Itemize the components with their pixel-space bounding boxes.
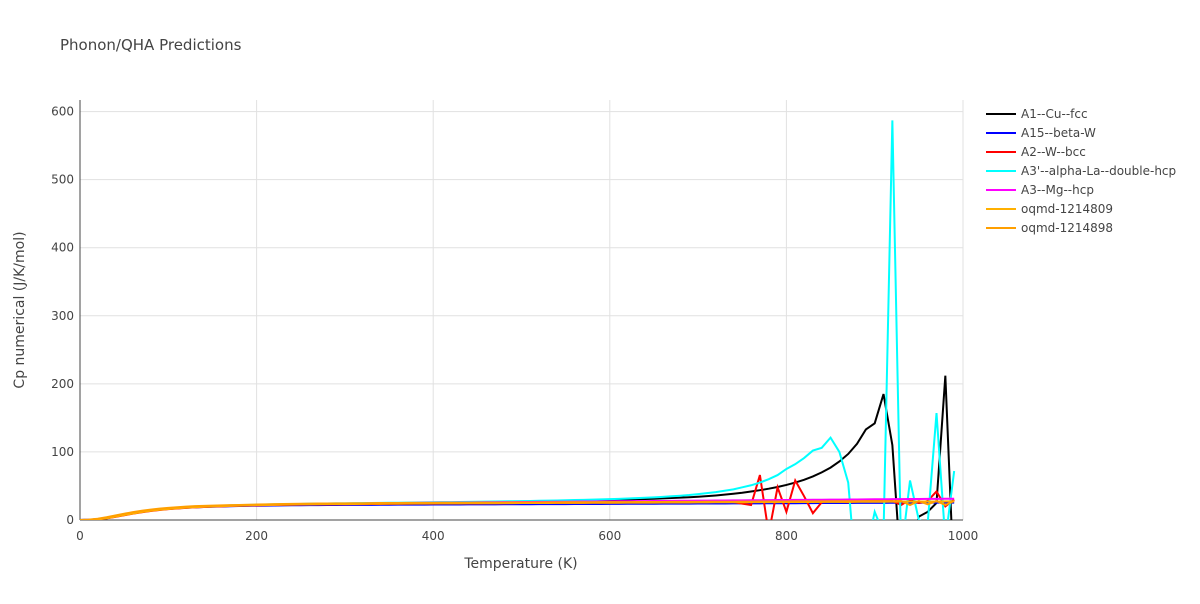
y-tick-label: 400 — [51, 241, 74, 255]
x-tick-label: 800 — [775, 529, 798, 543]
y-tick-label: 0 — [66, 513, 74, 527]
legend: A1--Cu--fcc A15--beta-W A2--W--bcc A3'--alp… — [986, 107, 1176, 235]
x-tick-label: 200 — [245, 529, 268, 543]
y-tick-label: 500 — [51, 173, 74, 187]
grid: 0 200 400 600 800 1000 0 100 200 300 400 500 600 — [51, 100, 978, 543]
y-axis-title: Cp numerical (J/K/mol) — [12, 231, 28, 388]
legend-label[interactable]: A15--beta-W — [1021, 126, 1096, 140]
x-tick-label: 1000 — [948, 529, 979, 543]
x-tick-label: 0 — [76, 529, 84, 543]
y-tick-label: 300 — [51, 309, 74, 323]
plot-area — [80, 120, 956, 520]
y-tick-label: 600 — [51, 105, 74, 119]
legend-label[interactable]: oqmd-1214809 — [1021, 202, 1113, 216]
x-axis-title: Temperature (K) — [463, 556, 577, 572]
x-tick-label: 600 — [598, 529, 621, 543]
series-line — [80, 499, 955, 520]
chart-title: Phonon/QHA Predictions — [60, 36, 242, 54]
legend-label[interactable]: oqmd-1214898 — [1021, 221, 1113, 235]
y-tick-label: 100 — [51, 445, 74, 459]
x-tick-label: 400 — [422, 529, 445, 543]
y-tick-label: 200 — [51, 377, 74, 391]
legend-label[interactable]: A2--W--bcc — [1021, 145, 1086, 159]
legend-label[interactable]: A3'--alpha-La--double-hcp — [1021, 164, 1176, 178]
legend-label[interactable]: A1--Cu--fcc — [1021, 107, 1088, 121]
series-line — [80, 120, 956, 520]
legend-label[interactable]: A3--Mg--hcp — [1021, 183, 1094, 197]
